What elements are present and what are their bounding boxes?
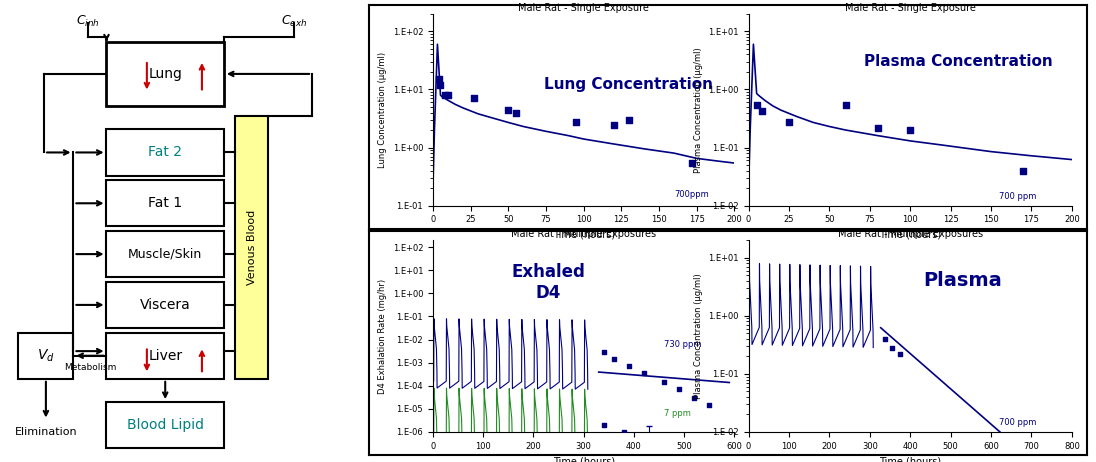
Y-axis label: D4 Exhalation Rate (mg/hr): D4 Exhalation Rate (mg/hr) xyxy=(378,279,387,394)
Point xyxy=(636,370,653,377)
Title: Male Rat - Multiple Exposures: Male Rat - Multiple Exposures xyxy=(511,230,657,239)
Point xyxy=(430,75,448,83)
Text: Liver: Liver xyxy=(148,349,182,363)
Point xyxy=(869,124,887,131)
Bar xyxy=(106,333,224,379)
Bar xyxy=(106,282,224,328)
Text: Muscle/Skin: Muscle/Skin xyxy=(128,248,203,261)
Point xyxy=(605,355,623,362)
Point xyxy=(747,101,765,108)
Text: Venous Blood: Venous Blood xyxy=(247,210,256,285)
Point xyxy=(780,118,798,125)
Text: Fat 2: Fat 2 xyxy=(148,146,182,159)
X-axis label: Time (hours): Time (hours) xyxy=(879,230,941,240)
Text: Viscera: Viscera xyxy=(140,298,191,312)
Text: Elimination: Elimination xyxy=(14,427,77,438)
Point xyxy=(753,108,770,115)
Text: Plasma Concentration: Plasma Concentration xyxy=(865,54,1053,69)
Point xyxy=(500,106,517,113)
Bar xyxy=(106,231,224,277)
Text: 700 ppm: 700 ppm xyxy=(1000,419,1037,427)
Bar xyxy=(106,402,224,448)
Point xyxy=(681,444,698,452)
Title: Male Rat - Single Exposure: Male Rat - Single Exposure xyxy=(845,3,975,13)
Bar xyxy=(106,42,224,106)
Title: Male Rat - Multiple Exposures: Male Rat - Multiple Exposures xyxy=(837,230,983,239)
Point xyxy=(901,126,918,134)
Y-axis label: Plasma Concentration (μg/ml): Plasma Concentration (μg/ml) xyxy=(694,273,703,399)
Text: 7 ppm: 7 ppm xyxy=(664,409,690,418)
Text: Metabolism: Metabolism xyxy=(64,363,116,371)
Bar xyxy=(19,333,73,379)
Text: Lung: Lung xyxy=(148,67,182,81)
Text: Fat 1: Fat 1 xyxy=(148,196,182,210)
Point xyxy=(465,95,482,102)
Point xyxy=(660,440,677,448)
Bar xyxy=(106,180,224,226)
Point xyxy=(507,109,525,116)
X-axis label: Time (hours): Time (hours) xyxy=(552,456,615,462)
Text: Plasma: Plasma xyxy=(924,271,1002,290)
Point xyxy=(877,335,894,343)
Text: Lung Concentration: Lung Concentration xyxy=(545,77,713,92)
Point xyxy=(684,159,701,166)
Y-axis label: Lung Concentration (μg/ml): Lung Concentration (μg/ml) xyxy=(378,52,387,168)
X-axis label: Time (hours): Time (hours) xyxy=(879,456,941,462)
Point xyxy=(655,378,673,385)
Text: Exhaled
D4: Exhaled D4 xyxy=(512,263,585,302)
Text: 730 ppm: 730 ppm xyxy=(664,340,701,348)
Point xyxy=(436,91,454,99)
Text: 700 ppm: 700 ppm xyxy=(1000,192,1037,201)
Text: $C_{inh}$: $C_{inh}$ xyxy=(77,14,100,29)
Point xyxy=(671,386,688,393)
Point xyxy=(595,348,613,355)
X-axis label: Time (hours): Time (hours) xyxy=(552,230,615,240)
Text: Blood Lipid: Blood Lipid xyxy=(127,418,204,432)
Text: 700ppm: 700ppm xyxy=(674,190,709,199)
Point xyxy=(568,118,585,125)
Point xyxy=(620,363,638,370)
Point xyxy=(891,350,909,358)
Point xyxy=(640,433,658,441)
Point xyxy=(700,401,718,408)
Y-axis label: Plasma Concentration (μg/ml): Plasma Concentration (μg/ml) xyxy=(694,47,703,173)
Point xyxy=(605,122,623,129)
Text: $C_{exh}$: $C_{exh}$ xyxy=(281,14,307,29)
Point xyxy=(615,428,632,436)
Point xyxy=(1015,167,1032,174)
Point xyxy=(685,394,703,401)
Point xyxy=(620,116,638,123)
Point xyxy=(595,421,613,429)
Bar xyxy=(235,116,269,379)
Title: Male Rat - Single Exposure: Male Rat - Single Exposure xyxy=(518,3,649,13)
Point xyxy=(883,344,901,352)
Point xyxy=(700,447,718,455)
Text: $V_d$: $V_d$ xyxy=(37,347,55,364)
Point xyxy=(837,101,855,108)
Point xyxy=(439,91,457,99)
Point xyxy=(432,81,449,89)
Bar xyxy=(106,129,224,176)
